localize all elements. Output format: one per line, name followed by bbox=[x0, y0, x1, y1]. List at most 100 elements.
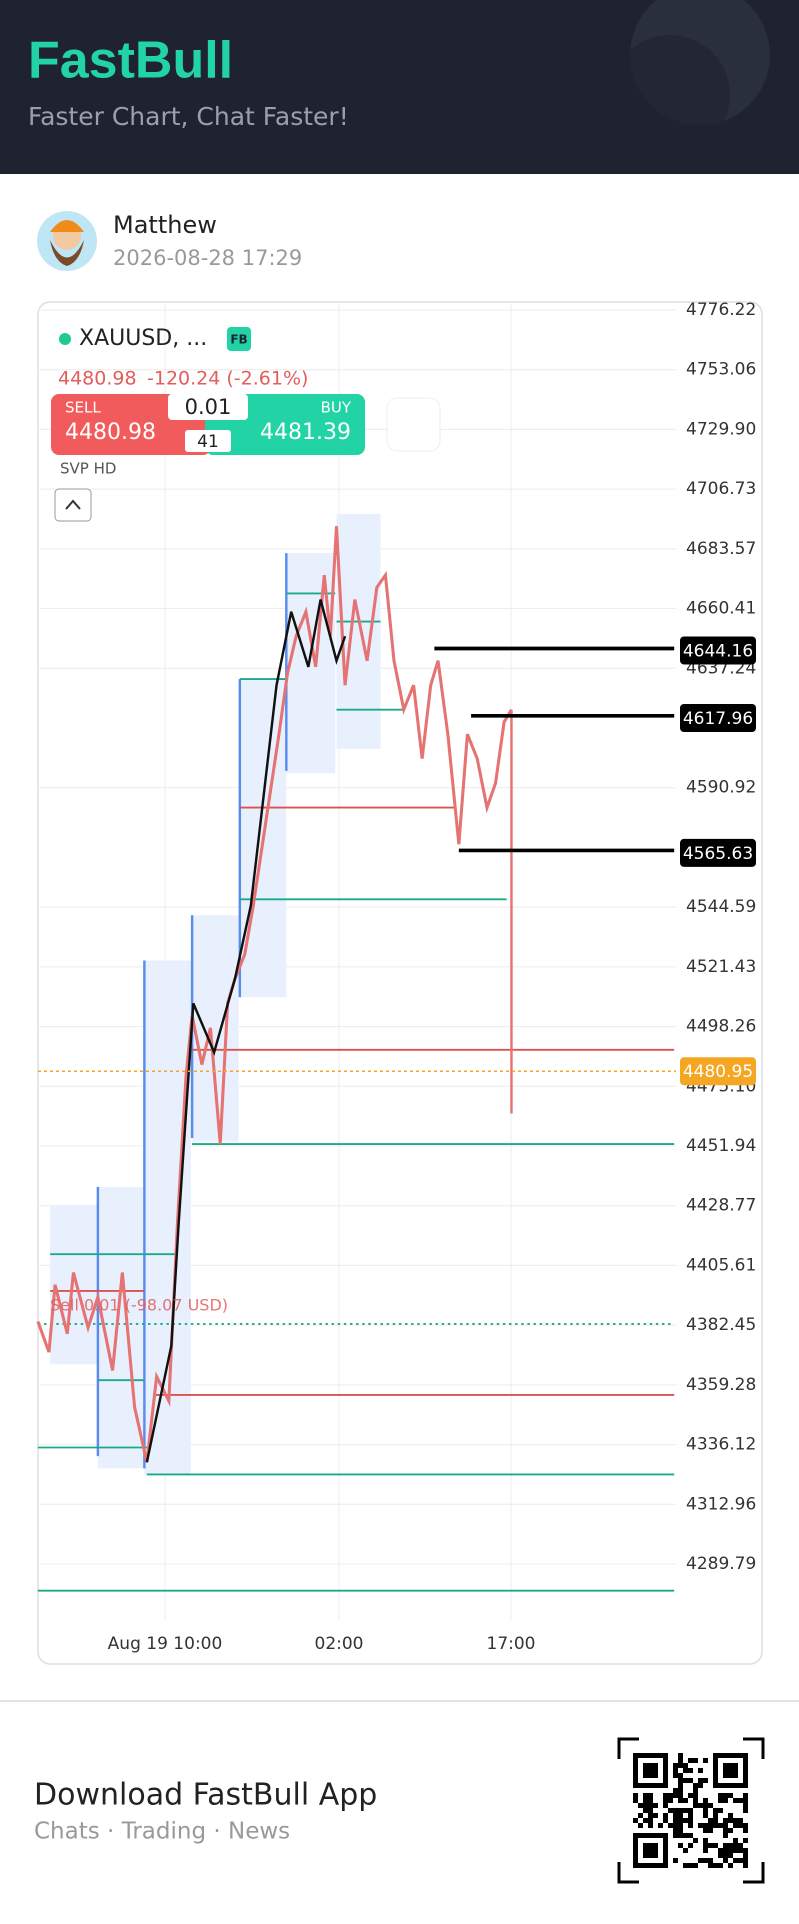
y-tick-label: 4428.77 bbox=[686, 1196, 756, 1216]
qr-code bbox=[617, 1737, 765, 1884]
qr-module bbox=[718, 1798, 723, 1803]
qr-module bbox=[708, 1828, 713, 1833]
price-tag-label: 4617.96 bbox=[683, 709, 753, 729]
price-tag bbox=[680, 636, 756, 665]
qr-module bbox=[673, 1813, 678, 1818]
y-tick-label: 4544.59 bbox=[686, 897, 756, 917]
y-tick-label: 4498.26 bbox=[686, 1017, 756, 1037]
qr-module bbox=[723, 1818, 728, 1823]
qr-module bbox=[718, 1853, 723, 1858]
qr-module bbox=[673, 1828, 678, 1833]
price-line bbox=[36, 526, 513, 1463]
qr-module bbox=[688, 1818, 693, 1823]
qr-module bbox=[668, 1808, 673, 1813]
qr-module bbox=[678, 1763, 683, 1768]
qr-module bbox=[728, 1818, 733, 1823]
symbol: XAUUSD, ... bbox=[79, 326, 207, 351]
sell-label: SELL bbox=[65, 399, 101, 417]
qr-module bbox=[693, 1803, 698, 1808]
header-deco bbox=[610, 35, 730, 155]
qr-module bbox=[663, 1798, 668, 1803]
footer-title: Download FastBull App bbox=[34, 1778, 377, 1813]
qr-module bbox=[723, 1793, 728, 1798]
badge-bg bbox=[227, 327, 251, 351]
qr-module bbox=[633, 1818, 638, 1823]
qr-module bbox=[738, 1818, 743, 1823]
qr-module bbox=[673, 1793, 678, 1798]
qr-module bbox=[718, 1863, 723, 1868]
qr-module bbox=[713, 1818, 718, 1823]
qr-module bbox=[698, 1778, 703, 1783]
qr-module bbox=[678, 1788, 683, 1793]
avatar-turban bbox=[50, 220, 84, 232]
qr-module bbox=[678, 1773, 683, 1778]
qr-module bbox=[728, 1863, 733, 1868]
qr-finder bbox=[643, 1763, 658, 1778]
x-tick-label: 17:00 bbox=[487, 1634, 536, 1654]
qr-module bbox=[693, 1788, 698, 1793]
qr-module bbox=[693, 1793, 698, 1798]
price-tag bbox=[680, 838, 756, 867]
lot-box[interactable] bbox=[168, 394, 248, 420]
qr-module bbox=[673, 1763, 678, 1768]
y-tick-label: 4521.43 bbox=[686, 957, 756, 977]
drawn-level bbox=[434, 646, 675, 853]
y-tick-label: 4451.94 bbox=[686, 1136, 756, 1156]
y-tick-label: 4776.22 bbox=[686, 300, 756, 320]
author: Matthew bbox=[113, 211, 217, 239]
volume-profile bbox=[144, 960, 191, 1475]
qr-module bbox=[738, 1858, 743, 1863]
qr-module bbox=[733, 1818, 738, 1823]
y-tick-label: 4683.57 bbox=[686, 539, 756, 559]
qr-module bbox=[698, 1858, 703, 1863]
qr-module bbox=[678, 1828, 683, 1833]
qr-module bbox=[698, 1783, 703, 1788]
qr-module bbox=[678, 1798, 683, 1803]
qr-module bbox=[688, 1778, 693, 1783]
qr-module bbox=[648, 1793, 653, 1798]
qr-module bbox=[638, 1803, 643, 1808]
qr-module bbox=[728, 1848, 733, 1853]
qr-module bbox=[653, 1803, 658, 1808]
avatar-beard bbox=[50, 240, 84, 266]
qr-module bbox=[733, 1858, 738, 1863]
qr-module bbox=[688, 1808, 693, 1813]
price-tag-label: 4565.63 bbox=[683, 844, 753, 864]
collapse-button[interactable] bbox=[54, 488, 92, 522]
blank-button[interactable] bbox=[386, 397, 441, 452]
qr-module bbox=[643, 1798, 648, 1803]
status-dot bbox=[59, 333, 71, 345]
qr-module bbox=[703, 1778, 708, 1783]
qr-module bbox=[723, 1853, 728, 1858]
qr-module bbox=[683, 1833, 688, 1838]
qr-module bbox=[703, 1838, 708, 1843]
buy-label: BUY bbox=[321, 399, 352, 417]
qr-module bbox=[738, 1798, 743, 1803]
qr-module bbox=[643, 1808, 648, 1813]
brand: FastBull bbox=[28, 32, 233, 90]
qr-module bbox=[743, 1828, 748, 1833]
qr-module bbox=[643, 1803, 648, 1808]
qr-module bbox=[673, 1768, 678, 1773]
qr-module bbox=[668, 1798, 673, 1803]
qr-module bbox=[743, 1808, 748, 1813]
qr-module bbox=[693, 1798, 698, 1803]
qr-module bbox=[633, 1798, 638, 1803]
qr-module bbox=[743, 1798, 748, 1803]
qr-module bbox=[708, 1858, 713, 1863]
qr-module bbox=[648, 1803, 653, 1808]
qr-module bbox=[693, 1758, 698, 1763]
qr-module bbox=[713, 1823, 718, 1828]
price-tag bbox=[680, 703, 756, 732]
qr-module bbox=[723, 1798, 728, 1803]
qr-module bbox=[698, 1803, 703, 1808]
qr-module bbox=[678, 1778, 683, 1783]
qr-finder bbox=[723, 1763, 738, 1778]
qr-module bbox=[728, 1793, 733, 1798]
timestamp: 2026-08-28 17:29 bbox=[113, 246, 302, 270]
change: -120.24 (-2.61%) bbox=[147, 368, 308, 390]
qr-module bbox=[658, 1823, 663, 1828]
chevron bbox=[65, 499, 81, 510]
price-line-bull bbox=[145, 599, 347, 1463]
